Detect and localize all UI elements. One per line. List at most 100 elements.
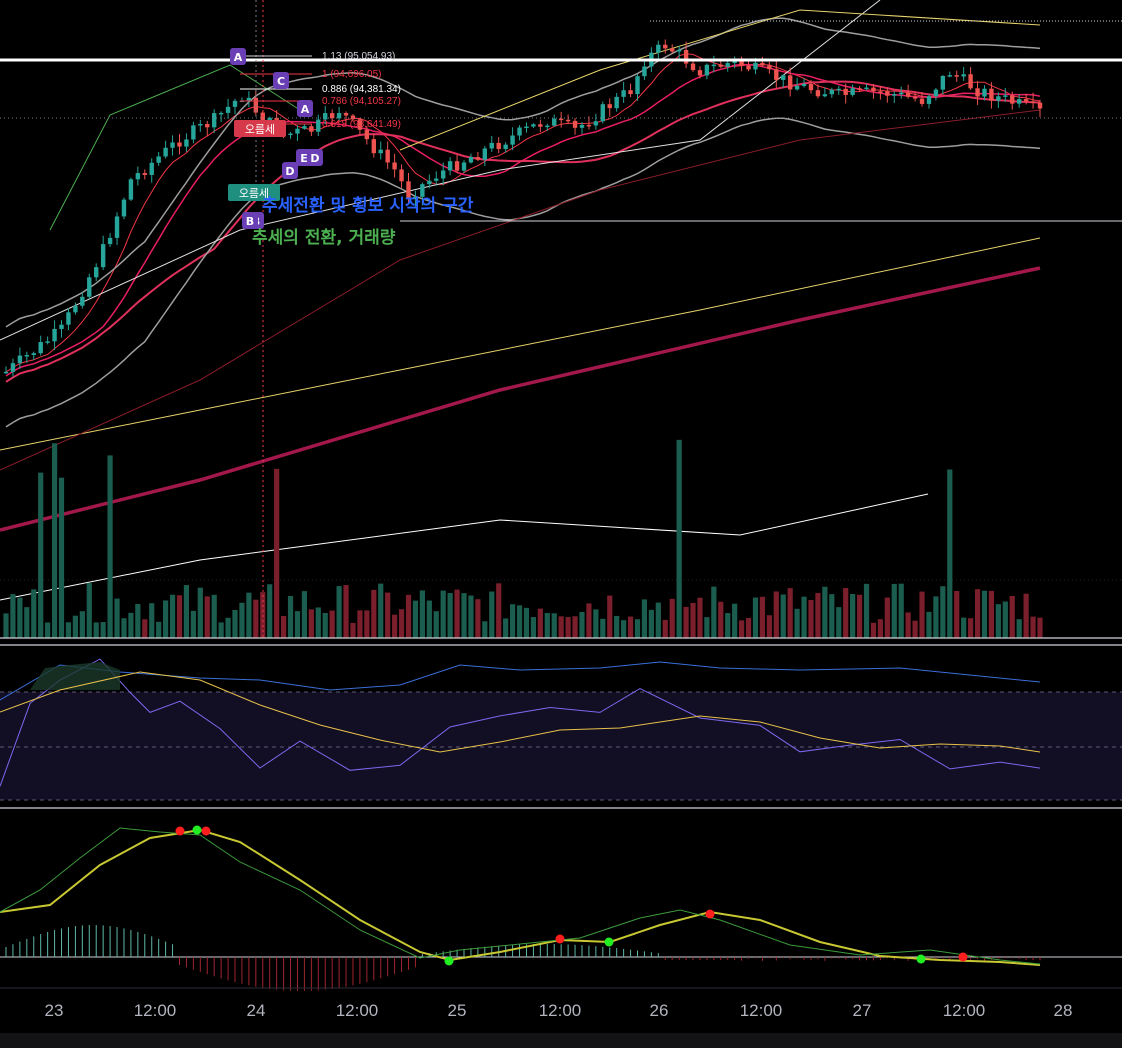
candle	[100, 235, 106, 271]
candle-body	[385, 149, 390, 163]
candle-body	[531, 124, 536, 127]
candle-body	[198, 124, 203, 126]
candle-body	[676, 49, 682, 52]
candle	[704, 63, 710, 80]
volume-bar	[808, 599, 814, 638]
volume-bar	[600, 618, 606, 638]
time-tick-label: 26	[650, 1001, 669, 1020]
candle-body	[989, 88, 994, 101]
candle	[385, 141, 390, 169]
volume-bar	[940, 586, 946, 638]
candle	[323, 106, 328, 125]
time-tick-label: 12:00	[740, 1001, 783, 1020]
candle-body	[836, 88, 841, 91]
candle-body	[142, 173, 147, 175]
bottom-scrollbar[interactable]	[0, 1033, 1122, 1048]
volume-bar	[794, 608, 800, 638]
fib-label: 0.618 (93,641.49)	[322, 119, 401, 130]
pattern-label-text: A	[234, 51, 243, 64]
candle	[996, 92, 1001, 109]
volume-bar	[530, 617, 537, 638]
volume-bar	[405, 594, 412, 638]
volume-bar	[634, 619, 641, 638]
volume-bar	[933, 596, 939, 638]
candle-body	[947, 75, 952, 77]
volume-bar	[204, 596, 210, 638]
annotation-trend-volume[interactable]: 추세의 전환, 거래량	[252, 228, 396, 248]
volume-bar	[24, 607, 30, 638]
candle-body	[475, 157, 481, 160]
candle	[961, 66, 966, 81]
volume-bar	[780, 594, 786, 638]
candle-body	[628, 90, 633, 95]
candle-body	[565, 119, 571, 122]
volume-bar	[711, 586, 717, 638]
candle	[829, 87, 835, 98]
candle	[468, 153, 474, 164]
candle	[989, 82, 994, 109]
candle-body	[461, 162, 467, 171]
volume-bar	[815, 592, 821, 638]
volume-bar	[31, 589, 37, 638]
candle	[510, 127, 515, 151]
candle-body	[232, 100, 238, 107]
volume-bar	[86, 583, 92, 638]
pattern-label-box	[297, 100, 313, 117]
candle	[878, 86, 883, 100]
candle-body	[996, 96, 1001, 101]
volume-bar	[190, 610, 196, 638]
candle-body	[260, 112, 265, 123]
volume-bar	[211, 594, 217, 638]
volume-bar	[759, 596, 766, 638]
volume-bar	[378, 583, 384, 638]
volume-bar	[884, 597, 890, 638]
candle-body	[302, 126, 307, 129]
candle	[45, 336, 50, 345]
candle-body	[704, 64, 710, 76]
volume-bar	[614, 615, 620, 638]
candle-body	[378, 149, 383, 154]
candle	[461, 160, 467, 174]
macd-cross-dot	[192, 825, 202, 835]
flag: 오름세	[228, 184, 280, 201]
volume-bar	[308, 609, 314, 638]
candle-body	[663, 44, 668, 49]
candle-body	[940, 75, 946, 90]
candle-body	[635, 76, 640, 95]
candle-body	[1037, 102, 1043, 109]
candle	[447, 157, 453, 176]
pattern-label-box	[242, 212, 258, 229]
candle	[586, 116, 592, 130]
candle-body	[295, 128, 300, 134]
candle-body	[427, 180, 432, 185]
candle	[87, 273, 92, 300]
candle	[302, 123, 307, 130]
macd-cross-dot	[201, 826, 211, 836]
candle-body	[1016, 99, 1022, 104]
volume-bar	[662, 619, 668, 638]
candle	[558, 111, 564, 128]
candle-body	[454, 161, 460, 171]
candle-body	[864, 87, 869, 90]
volume-bar	[322, 613, 328, 638]
volume-bar	[3, 613, 9, 638]
candle-body	[926, 96, 932, 104]
candle	[496, 137, 501, 154]
candle-body	[1023, 99, 1029, 102]
candle-body	[329, 113, 335, 119]
volume-bar	[766, 615, 772, 638]
time-axis[interactable]: 23 12:00 24 12:00 25 12:00 26 12:00 27 12:00 28	[45, 1001, 1073, 1020]
volume-bar	[801, 596, 807, 638]
candle	[128, 177, 134, 202]
candle	[899, 86, 904, 99]
candle	[892, 91, 897, 103]
candle	[531, 123, 536, 128]
volume-bar	[551, 613, 557, 638]
annotation-trend-range[interactable]: 추세전환 및 횡보 시작의 구간	[262, 196, 474, 216]
candle	[843, 83, 848, 104]
volume-bar	[51, 443, 58, 638]
candle-body	[642, 66, 647, 77]
volume-bar	[225, 617, 231, 638]
candle	[517, 125, 522, 141]
